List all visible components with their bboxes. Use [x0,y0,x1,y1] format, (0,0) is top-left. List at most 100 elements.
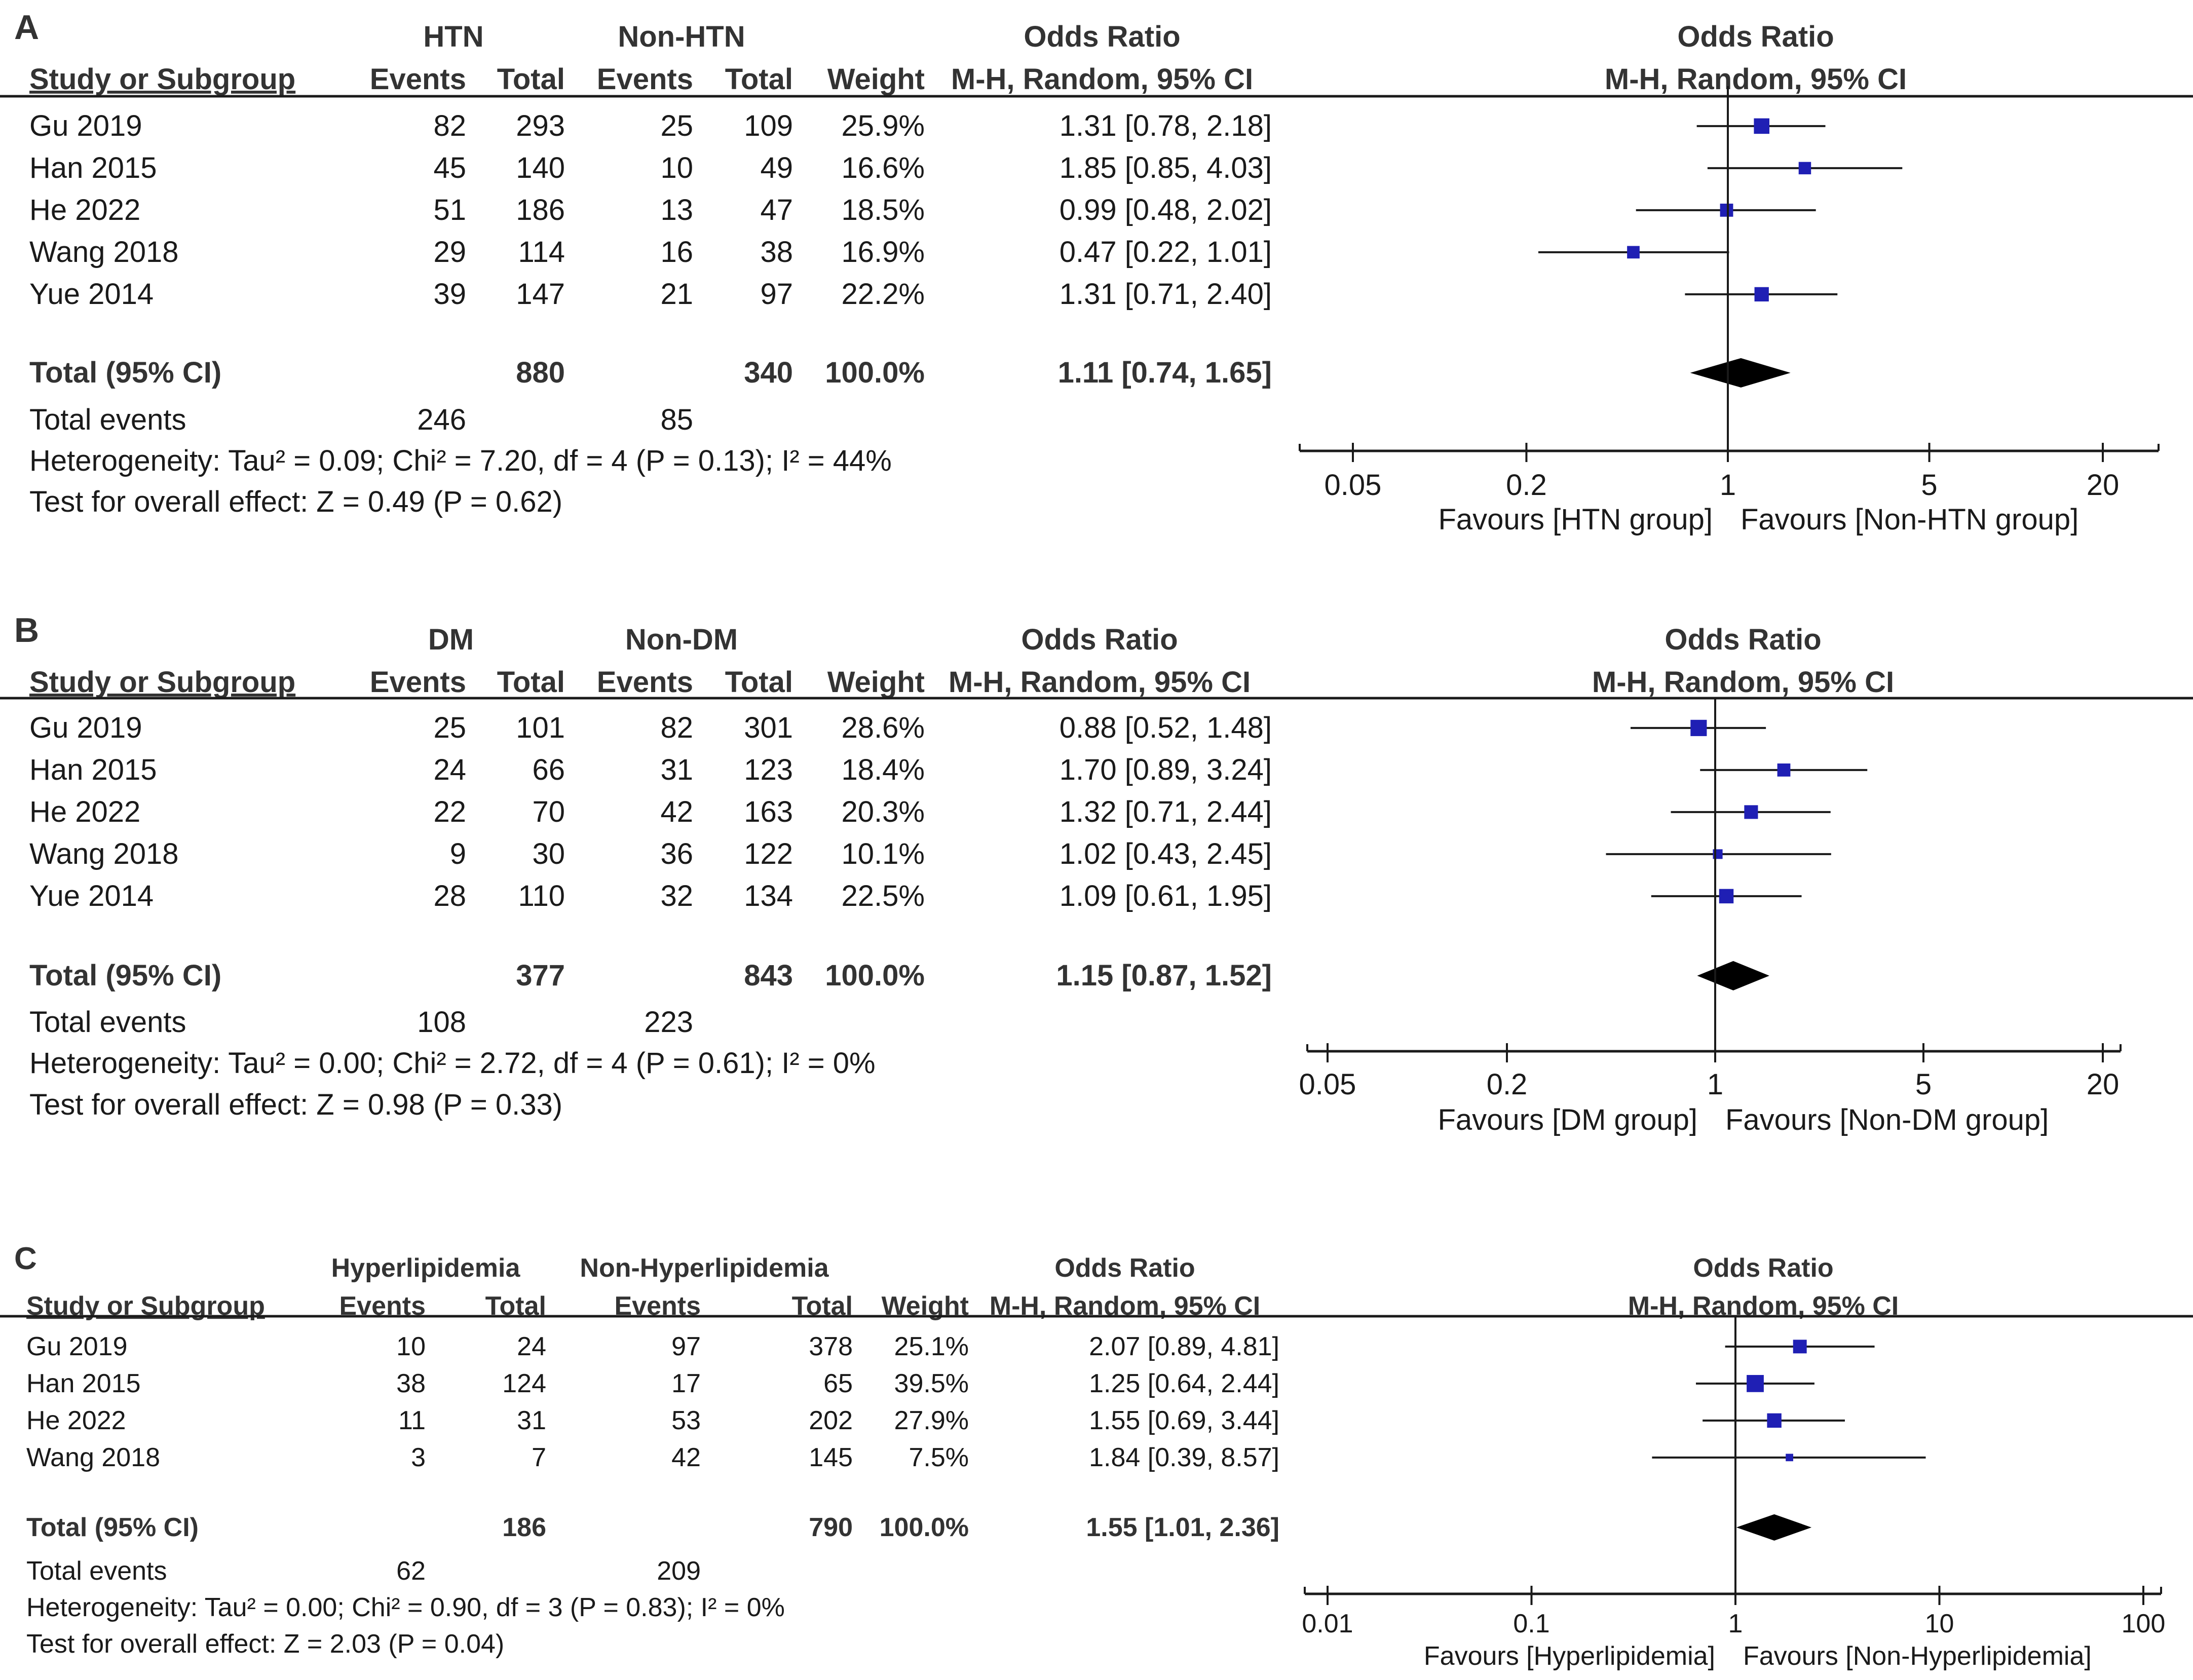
effect-square-marker [1754,118,1769,134]
group2-total-events: 223 [644,1006,693,1039]
heterogeneity-text: Heterogeneity: Tau² = 0.00; Chi² = 0.90,… [26,1593,785,1622]
group1-events: 24 [433,753,466,786]
group2-total-events: 209 [657,1556,701,1586]
plot-method-header: M-H, Random, 95% CI [1592,666,1894,699]
panel-label: C [14,1241,37,1276]
total-events-label: Total events [29,403,186,436]
study-odds-ratio-ci: 2.07 [0.89, 4.81] [1089,1332,1279,1361]
group2-events: 13 [660,194,693,226]
favours-left-label: Favours [HTN group] [1438,503,1713,536]
group2-header: Non-HTN [618,20,745,53]
x-tick-label: 0.1 [1513,1609,1549,1638]
x-tick-label: 1 [1720,469,1736,502]
study-odds-ratio-ci: 1.31 [0.78, 2.18] [1060,109,1272,142]
x-tick-label: 1 [1728,1609,1743,1638]
total-label: Total (95% CI) [26,1513,199,1542]
group1-total-sum: 880 [516,356,565,389]
forest-panel-a: A HTN Non-HTN Odds Ratio Odds Ratio Study or … [0,8,2193,536]
effect-square-marker [1627,246,1640,259]
total-events-label: Total events [29,1006,186,1039]
group2-total: 109 [744,109,793,142]
group2-events: 42 [660,795,693,828]
study-weight: 22.5% [842,880,925,912]
total-weight: 100.0% [825,356,925,389]
x-tick-label: 0.2 [1487,1068,1528,1101]
study-name: Wang 2018 [26,1443,160,1472]
group2-header: Non-Hyperlipidemia [580,1253,829,1283]
study-odds-ratio-ci: 1.70 [0.89, 3.24] [1060,753,1272,786]
group2-total-sum: 340 [744,356,793,389]
group2-events: 53 [671,1406,701,1435]
group2-total: 301 [744,711,793,744]
effect-square-marker [1786,1454,1793,1462]
study-name: Gu 2019 [29,711,142,744]
study-name: Wang 2018 [29,236,179,269]
study-odds-ratio-ci: 1.09 [0.61, 1.95] [1060,880,1272,912]
study-odds-ratio-ci: 0.88 [0.52, 1.48] [1060,711,1272,744]
group2-total: 202 [809,1406,853,1435]
group2-events: 82 [660,711,693,744]
group2-total-sum: 843 [744,959,793,992]
pooled-effect-diamond [1736,1514,1812,1541]
x-tick-label: 0.2 [1506,469,1547,502]
panel-label: B [14,611,39,650]
group1-events: 45 [433,151,466,184]
group2-events: 16 [660,236,693,269]
group2-total: 49 [760,151,793,184]
study-name: Han 2015 [26,1369,141,1398]
pooled-effect-diamond [1697,961,1769,990]
study-weight: 18.4% [842,753,925,786]
group1-total: 186 [516,194,565,226]
group1-total: 7 [532,1443,546,1472]
study-weight: 16.6% [842,151,925,184]
group1-header: DM [428,623,474,656]
heterogeneity-text: Heterogeneity: Tau² = 0.09; Chi² = 7.20,… [29,444,892,477]
plot-odds-ratio-header: Odds Ratio [1665,623,1821,656]
x-tick-label: 0.01 [1302,1609,1353,1638]
method-header: M-H, Random, 95% CI [951,63,1253,96]
group2-total: 145 [809,1443,853,1472]
group2-total: 65 [823,1369,853,1398]
heterogeneity-text: Heterogeneity: Tau² = 0.00; Chi² = 2.72,… [29,1047,876,1080]
group1-total-events: 246 [417,403,466,436]
study-name: He 2022 [29,194,140,226]
study-weight: 22.2% [842,278,925,311]
group2-total-header: Total [725,63,793,96]
study-odds-ratio-ci: 1.02 [0.43, 2.45] [1060,837,1272,870]
group1-events-header: Events [370,63,466,96]
group1-total: 114 [518,236,565,269]
x-tick-label: 100 [2122,1609,2166,1638]
odds-ratio-header: Odds Ratio [1054,1253,1195,1283]
group1-header: Hyperlipidemia [331,1253,521,1283]
study-weight: 20.3% [842,795,925,828]
favours-right-label: Favours [Non-DM group] [1725,1103,2049,1136]
odds-ratio-header: Odds Ratio [1021,623,1178,656]
effect-square-marker [1720,203,1733,217]
effect-square-marker [1767,1413,1782,1428]
study-name: Wang 2018 [29,837,179,870]
study-weight: 28.6% [842,711,925,744]
group2-total: 134 [744,880,793,912]
group1-total: 70 [532,795,565,828]
group2-events: 97 [671,1332,701,1361]
pooled-odds-ratio-ci: 1.55 [1.01, 2.36] [1086,1513,1279,1542]
pooled-odds-ratio-ci: 1.11 [0.74, 1.65] [1058,356,1272,389]
group1-total: 30 [532,837,565,870]
group1-events: 10 [396,1332,426,1361]
group1-total-header: Total [497,63,565,96]
x-tick-label: 1 [1707,1068,1723,1101]
odds-ratio-header: Odds Ratio [1024,20,1180,53]
favours-left-label: Favours [DM group] [1438,1103,1697,1136]
group2-events: 42 [671,1443,701,1472]
weight-header: Weight [827,63,925,96]
group1-events-header: Events [370,666,466,699]
x-tick-label: 20 [2087,1068,2120,1101]
group1-total: 101 [516,711,565,744]
study-weight: 25.1% [894,1332,969,1361]
group1-events: 38 [396,1369,426,1398]
study-odds-ratio-ci: 1.31 [0.71, 2.40] [1060,278,1272,311]
group2-events: 31 [660,753,693,786]
group2-events: 21 [660,278,693,311]
